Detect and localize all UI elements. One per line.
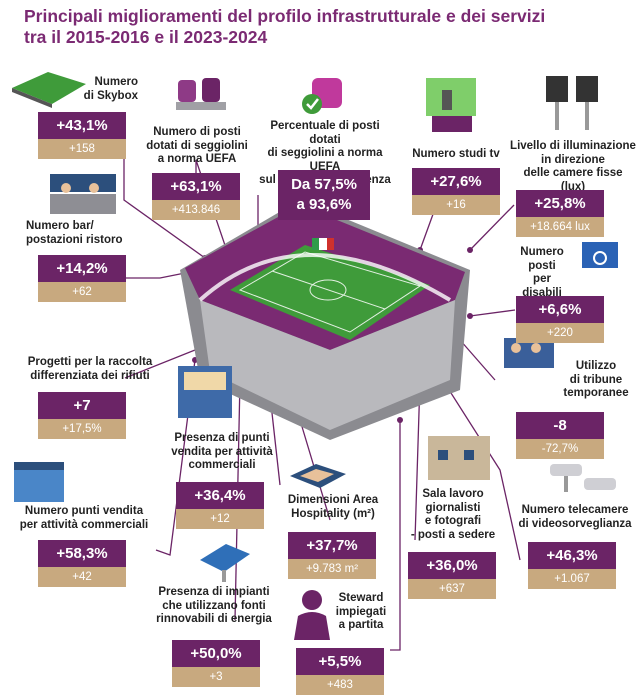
telecamere-box: +46,3% +1.067 xyxy=(528,542,616,589)
bar-label: Numero bar/postazioni ristoro xyxy=(26,220,123,246)
pitch xyxy=(230,245,430,340)
percentuale-box: Da 57,5% a 93,6% xyxy=(278,170,370,220)
tribune-label: Utilizzo di tribune temporanee xyxy=(563,360,629,399)
vendita-box: +58,3% +42 xyxy=(38,540,126,587)
hospitality-box: +37,7% +9.783 m² xyxy=(288,532,376,579)
steward-box: +5,5% +483 xyxy=(296,648,384,695)
wheelchair-icon xyxy=(582,242,618,268)
skybox-label: Numero di Skybox xyxy=(83,76,138,102)
disabili-box: +6,6% +220 xyxy=(516,296,604,343)
presenza-box: +36,4% +12 xyxy=(176,482,264,529)
skybox-icon xyxy=(12,72,86,108)
illuminazione-box: +25,8% +18.664 lux xyxy=(516,190,604,237)
shop-icon xyxy=(14,462,64,502)
sala-label: Sala lavoro giornalisti e fotografi - posti… xyxy=(410,488,496,541)
studi-label: Numero studi tv xyxy=(412,148,500,160)
disabili-label: Numero posti per disabili xyxy=(520,246,564,299)
seats-icon xyxy=(176,78,226,110)
sala-box: +36,0% +637 xyxy=(408,552,496,599)
floodlight-icon xyxy=(546,76,598,130)
illuminazione-label: Livello di illuminazione in direzione dell… xyxy=(510,140,636,193)
seggiolini-box: +63,1% +413.846 xyxy=(152,173,240,220)
steward-icon xyxy=(294,590,330,640)
tv-studio-icon xyxy=(426,78,476,132)
telecamere-label: Numero telecamere di videosorveglianza xyxy=(518,504,632,530)
rinnovabili-box: +50,0% +3 xyxy=(172,640,260,687)
kiosk-icon xyxy=(178,366,232,418)
bar-box: +14,2% +62 xyxy=(38,255,126,302)
presenza-label: Presenza di punti vendita per attività com… xyxy=(171,432,273,471)
seggiolini-label: Numero di posti dotati di seggiolini a nor… xyxy=(146,126,248,165)
hospitality-label: Dimensioni Area Hospitality (m²) xyxy=(287,494,379,520)
hospitality-icon xyxy=(290,464,346,488)
vendita-label: Numero punti vendita per attività commerc… xyxy=(19,505,149,531)
cctv-icon xyxy=(550,464,616,492)
raccolta-box: +7 +17,5% xyxy=(38,392,126,439)
steward-label: Steward impiegati a partita xyxy=(335,592,387,631)
tribune-icon xyxy=(504,338,554,368)
tribune-box: -8 -72,7% xyxy=(516,412,604,459)
rinnovabili-label: Presenza di impianti che utilizzano fonti… xyxy=(156,586,272,625)
studi-box: +27,6% +16 xyxy=(412,168,500,215)
uefa-seat-icon xyxy=(302,78,342,114)
bar-icon xyxy=(50,174,116,214)
page-title: Principali miglioramenti del profilo inf… xyxy=(24,6,546,47)
raccolta-label: Progetti per la raccolta differenziata de… xyxy=(27,356,153,382)
skybox-box: +43,1% +158 xyxy=(38,112,126,159)
solar-panel-icon xyxy=(200,544,250,582)
pressroom-icon xyxy=(428,436,490,480)
